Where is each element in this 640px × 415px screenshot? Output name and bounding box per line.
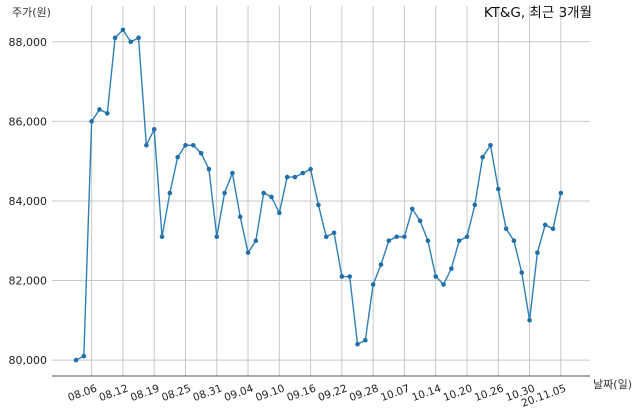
data-point <box>81 353 87 359</box>
x-tick-label: 09.04 <box>223 382 256 404</box>
data-point <box>128 39 134 45</box>
data-point <box>331 230 337 236</box>
data-point <box>519 270 525 275</box>
vertical-gridlines <box>91 6 562 376</box>
data-point <box>112 35 118 41</box>
data-point <box>253 238 259 244</box>
data-point <box>159 234 165 240</box>
data-point <box>206 166 212 172</box>
x-tick-label: 09.22 <box>317 383 349 405</box>
data-point <box>136 35 141 41</box>
data-point <box>433 274 439 279</box>
horizontal-gridlines <box>52 41 590 361</box>
y-tick-label: 82,000 <box>9 275 48 288</box>
y-axis-title: 주가(원) <box>12 6 51 19</box>
data-point <box>464 234 470 240</box>
data-point <box>511 238 517 244</box>
data-point <box>300 170 306 176</box>
y-tick-label: 88,000 <box>9 36 48 49</box>
data-point <box>230 170 235 176</box>
data-point <box>120 27 126 33</box>
data-point <box>355 341 360 347</box>
x-tick-label: 10.20 <box>442 383 474 405</box>
data-point <box>370 282 376 287</box>
data-point <box>386 238 392 244</box>
x-tick-label: 09.16 <box>285 382 318 404</box>
data-point <box>402 234 407 240</box>
x-tick-label: 08.19 <box>129 383 161 405</box>
chart-title: KT&G, 최근 3개월 <box>484 5 592 21</box>
data-point <box>488 142 493 148</box>
data-point <box>550 226 556 232</box>
data-point <box>183 142 188 148</box>
x-tick-label: 08.12 <box>98 383 130 405</box>
y-tick-label: 80,000 <box>9 354 48 367</box>
data-point <box>89 119 94 124</box>
data-point <box>316 202 321 208</box>
data-point <box>456 238 462 244</box>
price-series-line <box>75 28 562 361</box>
data-point <box>104 111 110 116</box>
data-point <box>472 202 478 208</box>
data-point <box>394 234 399 240</box>
data-point <box>495 186 501 192</box>
y-tick-labels: 80,000 82,000 84,000 86,000 88,000 <box>9 36 48 367</box>
price-series-markers <box>73 27 564 363</box>
data-point <box>237 214 243 220</box>
data-point <box>269 194 274 200</box>
y-tick-label: 84,000 <box>9 195 48 208</box>
data-point <box>222 190 227 196</box>
data-point <box>191 142 196 148</box>
data-point <box>535 250 540 255</box>
data-point <box>151 127 157 132</box>
data-point <box>73 357 79 363</box>
x-tick-label: 10.14 <box>410 382 443 404</box>
data-point <box>449 266 454 271</box>
data-point <box>347 274 353 279</box>
data-point <box>261 190 266 196</box>
data-point <box>97 107 102 112</box>
data-point <box>378 262 384 267</box>
x-tick-label: 10.26 <box>473 382 506 404</box>
x-tick-labels: 08.0608.1208.1908.2508.3109.0409.1009.16… <box>66 382 568 409</box>
data-point <box>558 190 564 196</box>
data-point <box>323 234 329 240</box>
data-point <box>542 222 548 228</box>
data-point <box>527 318 532 323</box>
x-tick-label: 09.10 <box>254 383 286 405</box>
data-point <box>308 166 313 172</box>
x-axis-title: 날짜(일) <box>593 377 632 391</box>
data-point <box>417 218 423 224</box>
data-point <box>292 174 298 180</box>
data-point <box>425 238 431 244</box>
x-tick-label: 10.07 <box>379 383 411 405</box>
data-point <box>339 274 345 279</box>
data-point <box>503 226 509 232</box>
x-tick-label: 08.25 <box>160 383 192 405</box>
data-point <box>284 174 290 180</box>
data-point <box>245 250 251 255</box>
x-tick-label: 08.31 <box>191 383 223 405</box>
data-point <box>167 190 173 196</box>
data-point <box>480 154 485 160</box>
x-tick-label: 08.06 <box>66 382 99 404</box>
data-point <box>198 150 204 156</box>
data-point <box>409 206 415 212</box>
data-point <box>441 282 446 287</box>
data-point <box>175 154 180 160</box>
data-point <box>277 210 282 216</box>
x-tick-label: 09.28 <box>348 383 380 405</box>
data-point <box>363 337 368 343</box>
data-point <box>214 234 220 240</box>
y-tick-label: 86,000 <box>9 115 48 128</box>
data-point <box>144 142 149 148</box>
